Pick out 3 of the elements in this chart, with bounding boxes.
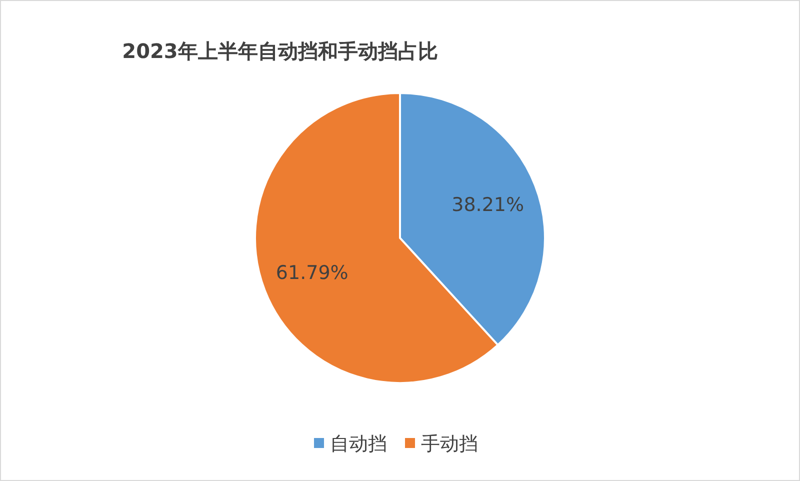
title: 2023年上半年自动挡和手动挡占比 — [122, 39, 438, 63]
legend-label: 手动挡 — [421, 433, 478, 455]
legend-label: 自动挡 — [330, 433, 387, 455]
